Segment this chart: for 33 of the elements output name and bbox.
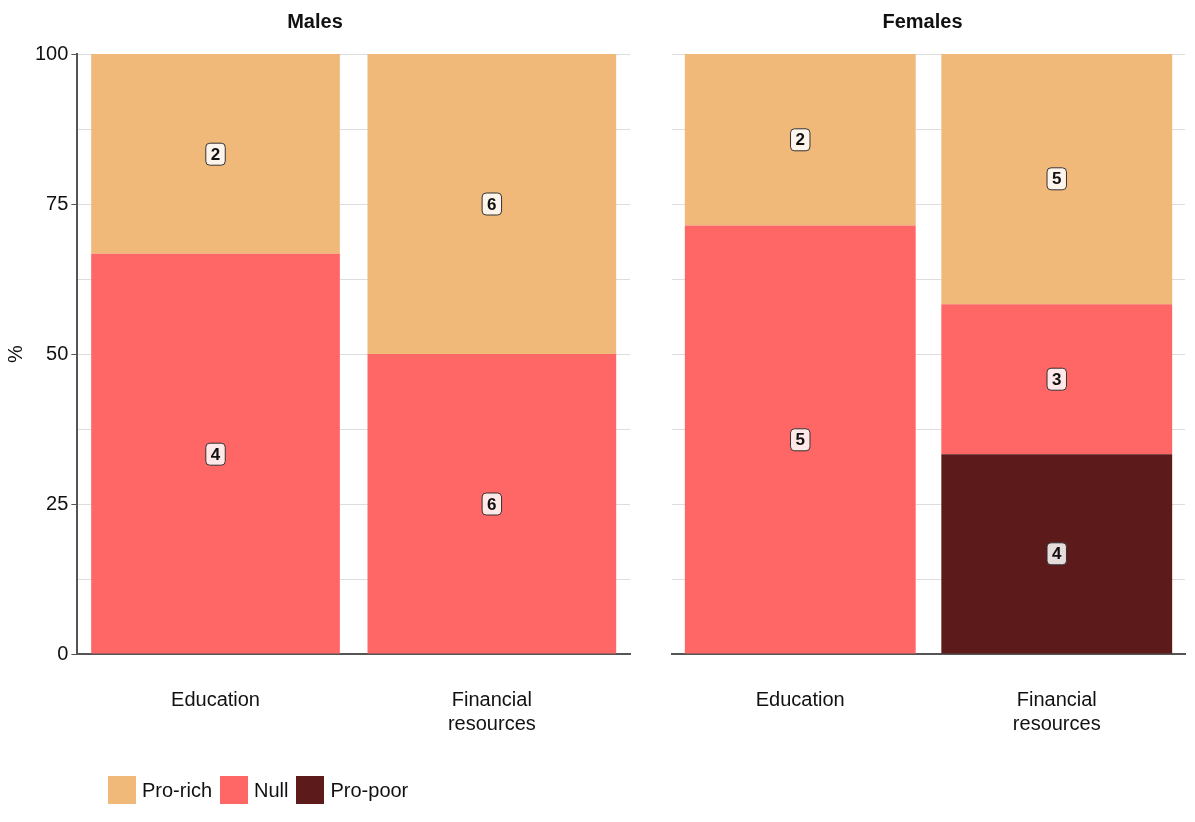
x-tick-label: Education	[171, 687, 261, 710]
bar	[367, 354, 617, 654]
annotation: 2	[210, 144, 221, 164]
y-tick-label: 75	[46, 191, 69, 214]
bar	[91, 253, 340, 654]
annotation: 6	[487, 494, 497, 514]
annotation: 3	[1052, 369, 1062, 389]
bar	[367, 54, 617, 354]
y-axis-title: %	[3, 344, 26, 363]
annotation: 4	[210, 444, 221, 464]
y-tick-label: 100	[34, 41, 69, 64]
annotation: 2	[795, 130, 805, 150]
annotation: 5	[795, 430, 805, 450]
x-tick-label: Financial resources	[447, 687, 536, 734]
annotation: 4	[1052, 544, 1063, 564]
x-tick-label: Financial resources	[1012, 687, 1101, 734]
legend-label: Pro-rich	[142, 778, 213, 802]
annotation: 6	[487, 194, 497, 214]
y-tick-label: 25	[46, 491, 69, 514]
legend-label: Pro-poor	[330, 778, 409, 802]
chart-title: Males	[287, 9, 343, 32]
chart-title: Females	[882, 9, 963, 32]
bar	[941, 454, 1173, 654]
legend-label: Null	[254, 778, 289, 802]
bar	[941, 304, 1173, 455]
bar	[684, 54, 916, 226]
y-tick-label: 0	[57, 641, 69, 664]
bar	[941, 54, 1173, 305]
bar	[684, 225, 916, 654]
x-tick-label: Education	[755, 687, 845, 710]
annotation: 5	[1052, 169, 1062, 189]
y-tick-label: 50	[46, 341, 69, 364]
bar	[91, 54, 340, 254]
